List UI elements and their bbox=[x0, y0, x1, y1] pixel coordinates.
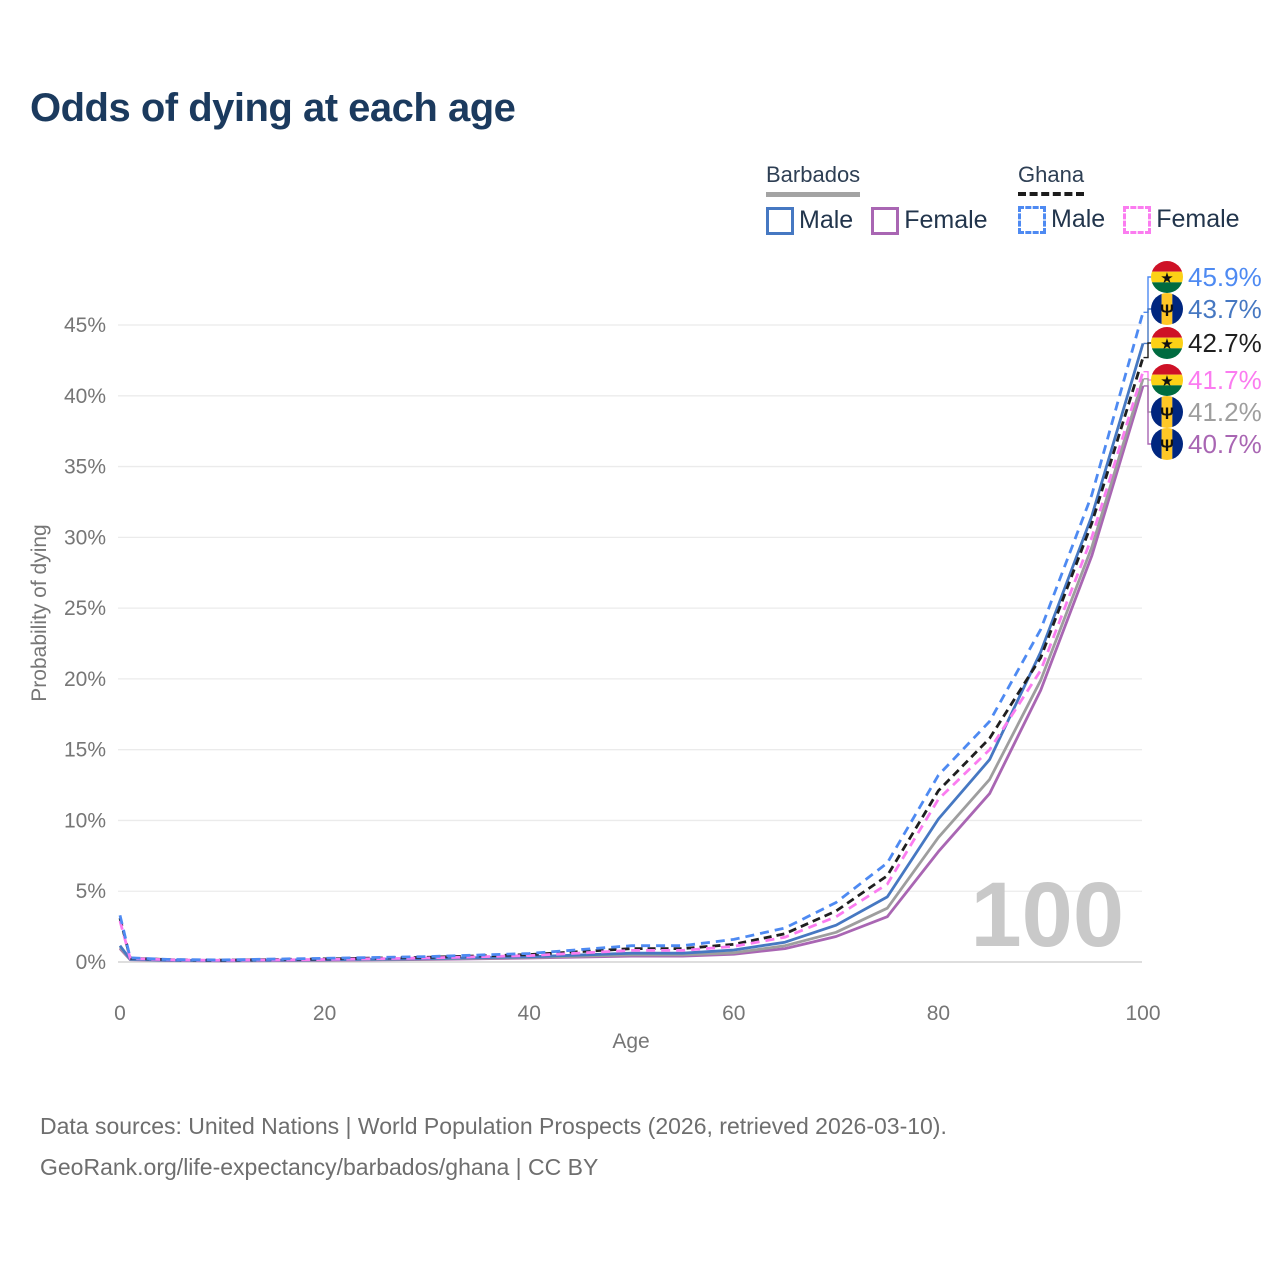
y-tick-label-0pct: 0% bbox=[76, 951, 106, 974]
end-label-connector-3 bbox=[1143, 371, 1151, 381]
x-tick-label-80: 80 bbox=[927, 1002, 950, 1025]
flag-stripe-red bbox=[1151, 261, 1183, 272]
flag-band-blue-left bbox=[1151, 293, 1162, 325]
legend-label-ghana-female: Female bbox=[1156, 205, 1240, 233]
legend-group-barbados: Barbados Male Female bbox=[766, 162, 988, 235]
legend-item-ghana-male[interactable]: Male bbox=[1018, 205, 1105, 234]
end-label-flags: ★Ψ★★ΨΨ bbox=[1151, 261, 1183, 460]
end-label-connectors bbox=[1143, 276, 1151, 445]
legend-label-ghana-male: Male bbox=[1051, 205, 1106, 233]
flag-band-blue-right bbox=[1172, 428, 1183, 460]
flag-star-emblem: ★ bbox=[1160, 270, 1173, 287]
data-sources-line: Data sources: United Nations | World Pop… bbox=[40, 1113, 947, 1139]
flag-band-blue-left bbox=[1151, 428, 1162, 460]
flag-band-gold bbox=[1161, 428, 1173, 460]
series-line-ghana-male bbox=[118, 311, 1145, 962]
flag-stripe-gold bbox=[1151, 337, 1183, 349]
flag-stripe-green bbox=[1151, 385, 1183, 396]
x-tick-label-0: 0 bbox=[114, 1002, 126, 1025]
gridlines bbox=[118, 324, 1142, 963]
flag-stripe-green bbox=[1151, 348, 1183, 359]
legend-group-ghana: Ghana Male Female bbox=[1018, 162, 1240, 234]
end-label-connector-5 bbox=[1143, 385, 1151, 445]
flag-trident-emblem: Ψ bbox=[1160, 404, 1174, 423]
flag-stripe-gold bbox=[1151, 374, 1183, 386]
end-label-value-5: 40.7% bbox=[1188, 429, 1262, 459]
end-label-value-1: 43.7% bbox=[1188, 294, 1262, 324]
y-tick-label-10pct: 10% bbox=[64, 809, 106, 832]
barbados-flag-icon: Ψ bbox=[1151, 293, 1183, 325]
end-label-value-2: 42.7% bbox=[1188, 328, 1262, 358]
flag-star-emblem: ★ bbox=[1160, 336, 1173, 353]
age-watermark: 100 bbox=[971, 864, 1125, 966]
ghana-flag-icon: ★ bbox=[1151, 364, 1183, 396]
flag-trident-emblem: Ψ bbox=[1160, 436, 1174, 455]
flag-band-gold bbox=[1161, 293, 1173, 325]
barbados-flag-icon: Ψ bbox=[1151, 428, 1183, 460]
y-axis-title: Probability of dying bbox=[28, 524, 51, 701]
source-url-line: GeoRank.org/life-expectancy/barbados/gha… bbox=[40, 1154, 599, 1180]
x-tick-label-20: 20 bbox=[313, 1002, 336, 1025]
legend-item-barbados-female[interactable]: Female bbox=[871, 206, 988, 235]
end-label-value-3: 41.7% bbox=[1188, 365, 1262, 395]
x-axis-title: Age bbox=[612, 1030, 649, 1053]
end-label-connector-4 bbox=[1143, 378, 1151, 413]
y-tick-label-40pct: 40% bbox=[64, 385, 106, 408]
legend-item-barbados-male[interactable]: Male bbox=[766, 206, 853, 235]
flag-band-blue-right bbox=[1172, 293, 1183, 325]
end-label-connector-0 bbox=[1143, 276, 1151, 313]
legend-swatch-ghana-female bbox=[1123, 205, 1152, 234]
x-tick-label-40: 40 bbox=[518, 1002, 541, 1025]
page-title: Odds of dying at each age bbox=[30, 86, 516, 130]
flag-stripe-green bbox=[1151, 282, 1183, 293]
barbados-flag-icon: Ψ bbox=[1151, 396, 1183, 428]
flag-stripe-gold bbox=[1151, 271, 1183, 283]
legend-swatch-barbados-male bbox=[766, 206, 794, 235]
flag-band-blue-left bbox=[1151, 396, 1162, 428]
flag-stripe-red bbox=[1151, 327, 1183, 338]
legend-row-barbados: Male Female bbox=[766, 206, 988, 235]
ghana-flag-icon: ★ bbox=[1151, 261, 1183, 293]
y-tick-label-5pct: 5% bbox=[76, 880, 106, 903]
x-axis-ticks: 0 20 40 60 80 100 bbox=[114, 1002, 1160, 1025]
legend-header-ghana: Ghana bbox=[1018, 162, 1085, 196]
x-tick-label-60: 60 bbox=[722, 1002, 745, 1025]
legend-swatch-ghana-male bbox=[1018, 205, 1046, 234]
legend-label-barbados-male: Male bbox=[799, 206, 854, 234]
y-axis-ticks: 0% 5% 10% 15% 20% 25% 30% 35% 40% 45% bbox=[64, 314, 106, 974]
end-label-value-0: 45.9% bbox=[1188, 262, 1262, 292]
flag-star-emblem: ★ bbox=[1160, 373, 1173, 390]
series-lines bbox=[118, 311, 1145, 963]
y-tick-label-20pct: 20% bbox=[64, 668, 106, 691]
legend-header-barbados: Barbados bbox=[766, 162, 861, 197]
ghana-flag-icon: ★ bbox=[1151, 327, 1183, 359]
end-label-values: 45.9%43.7% 42.7% 41.7%41.2%40.7% bbox=[1188, 262, 1262, 459]
y-tick-label-45pct: 45% bbox=[64, 314, 106, 337]
legend-row-ghana: Male Female bbox=[1018, 205, 1240, 234]
y-tick-label-15pct: 15% bbox=[64, 739, 106, 762]
legend-swatch-barbados-female bbox=[871, 206, 900, 235]
y-tick-label-35pct: 35% bbox=[64, 456, 106, 479]
y-tick-label-30pct: 30% bbox=[64, 526, 106, 549]
flag-trident-emblem: Ψ bbox=[1160, 301, 1174, 320]
legend-item-ghana-female[interactable]: Female bbox=[1123, 205, 1240, 234]
x-tick-label-100: 100 bbox=[1125, 1002, 1160, 1025]
flag-band-gold bbox=[1161, 396, 1173, 428]
end-label-connector-1 bbox=[1143, 308, 1151, 345]
legend-label-barbados-female: Female bbox=[904, 206, 988, 234]
y-tick-label-25pct: 25% bbox=[64, 597, 106, 620]
flag-stripe-red bbox=[1151, 364, 1183, 375]
end-label-connector-2 bbox=[1143, 342, 1151, 359]
end-label-value-4: 41.2% bbox=[1188, 397, 1262, 427]
flag-band-blue-right bbox=[1172, 396, 1183, 428]
attribution-footer: Data sources: United Nations | World Pop… bbox=[40, 1106, 947, 1188]
